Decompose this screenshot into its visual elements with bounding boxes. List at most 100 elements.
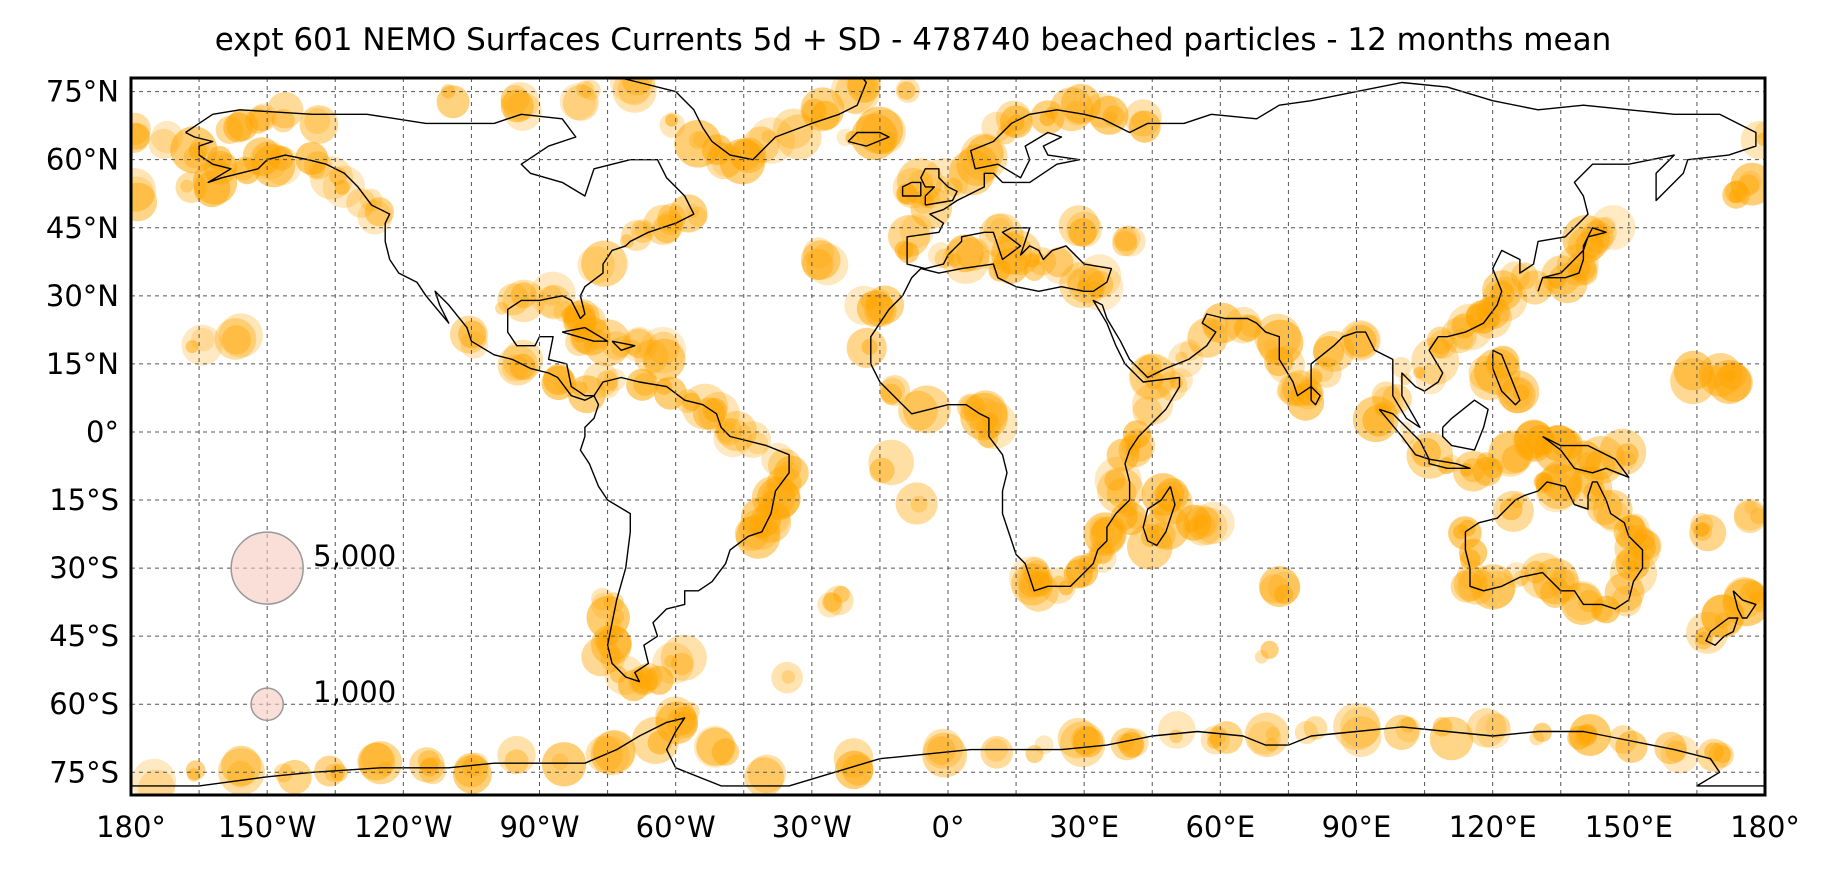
- beaching-marker: [865, 285, 905, 325]
- beaching-marker: [896, 183, 917, 204]
- beaching-marker: [761, 130, 775, 143]
- beaching-marker: [1201, 302, 1243, 344]
- beaching-marker: [358, 741, 403, 785]
- beaching-marker: [1572, 260, 1598, 286]
- beaching-marker: [643, 338, 686, 381]
- beaching-marker: [245, 108, 271, 134]
- beaching-marker: [1513, 570, 1530, 586]
- beaching-marker: [1580, 220, 1614, 254]
- beaching-marker: [1144, 370, 1164, 390]
- beaching-marker: [1104, 469, 1126, 491]
- beaching-marker: [1114, 225, 1141, 252]
- beaching-marker: [458, 320, 487, 349]
- beaching-marker: [1618, 513, 1650, 545]
- beaching-marker: [834, 750, 874, 790]
- beaching-marker: [510, 282, 537, 309]
- beaching-marker: [1247, 721, 1282, 755]
- coastline-cuba: [562, 326, 609, 342]
- beaching-marker: [1089, 95, 1129, 135]
- legend-circle: [250, 687, 285, 722]
- beaching-marker: [621, 326, 658, 363]
- lon-tick-label: 150°E: [1585, 810, 1673, 844]
- beaching-marker: [1520, 552, 1567, 600]
- beaching-marker: [822, 592, 842, 612]
- beaching-marker: [802, 248, 834, 281]
- beaching-marker: [460, 331, 488, 359]
- beaching-marker: [1413, 366, 1426, 379]
- beaching-marker: [1120, 728, 1149, 757]
- beaching-marker: [576, 80, 594, 99]
- beaching-marker: [912, 191, 935, 214]
- beaching-marker: [1749, 591, 1762, 604]
- beaching-marker: [501, 354, 529, 382]
- lon-tick-label: 30°E: [1049, 810, 1119, 844]
- beaching-marker: [188, 141, 208, 161]
- coastline-ireland: [901, 181, 922, 197]
- beaching-marker: [562, 84, 599, 121]
- beaching-marker: [1707, 360, 1752, 404]
- beaching-marker: [681, 702, 700, 721]
- coastline-new-zealand-south: [1705, 617, 1739, 646]
- beaching-marker: [215, 116, 244, 144]
- beaching-marker: [1513, 384, 1530, 401]
- beaching-marker: [1673, 350, 1714, 391]
- beaching-marker: [1068, 218, 1097, 247]
- beaching-marker: [131, 182, 158, 222]
- lat-tick-label: 15°S: [49, 483, 119, 517]
- beaching-marker: [1124, 99, 1162, 137]
- beaching-marker: [665, 113, 679, 127]
- beaching-marker: [1535, 277, 1555, 297]
- beaching-marker: [1533, 472, 1554, 492]
- beaching-marker: [1665, 740, 1688, 763]
- beaching-marker: [581, 240, 628, 287]
- beaching-marker: [1132, 383, 1174, 425]
- lat-tick-label: 30°N: [46, 279, 119, 313]
- beaching-marker: [1451, 328, 1473, 350]
- beaching-marker: [582, 362, 619, 398]
- beaching-marker: [894, 240, 914, 260]
- beaching-marker: [1168, 341, 1204, 378]
- lon-tick-label: 60°E: [1185, 810, 1255, 844]
- beaching-marker: [747, 754, 787, 793]
- beaching-marker: [1457, 567, 1496, 605]
- beaching-marker: [1063, 559, 1093, 589]
- coastline-africa-eurasia: [870, 81, 1757, 592]
- beaching-marker: [590, 731, 635, 776]
- beaching-marker: [1722, 578, 1765, 627]
- beaching-marker: [1511, 262, 1538, 290]
- beaching-marker: [634, 339, 669, 374]
- beaching-marker: [696, 727, 735, 766]
- beaching-marker: [1466, 303, 1492, 330]
- gridlines: [131, 78, 1765, 795]
- beaching-marker: [299, 105, 339, 144]
- beaching-marker: [357, 200, 392, 235]
- coastline-new-zealand-north: [1732, 590, 1757, 619]
- beaching-marker: [823, 585, 854, 616]
- beaching-marker: [966, 134, 1004, 172]
- beaching-marker: [612, 78, 657, 113]
- beaching-marker: [1175, 504, 1212, 541]
- beaching-marker: [1268, 571, 1301, 605]
- beaching-marker: [1043, 247, 1074, 278]
- beaching-marker: [1207, 734, 1222, 749]
- beaching-marker: [541, 742, 587, 787]
- beaching-marker: [1739, 581, 1765, 606]
- lon-tick-label: 120°E: [1449, 810, 1537, 844]
- beaching-marker: [1496, 370, 1540, 414]
- lon-tick-label: 120°W: [354, 810, 453, 844]
- beaching-marker: [1362, 404, 1395, 437]
- beaching-marker: [1613, 515, 1648, 549]
- lat-tick-label: 75°N: [46, 75, 119, 109]
- beaching-marker: [619, 234, 634, 249]
- beaching-marker: [1524, 560, 1548, 584]
- coastline-iceland: [847, 131, 890, 147]
- beaching-marker: [1485, 713, 1511, 739]
- beaching-marker: [551, 753, 569, 770]
- lat-tick-label: 15°N: [46, 347, 119, 381]
- beaching-marker: [181, 324, 223, 366]
- beaching-marker: [1259, 574, 1289, 604]
- beaching-marker: [495, 301, 509, 315]
- beaching-marker: [1567, 440, 1602, 475]
- beaching-marker: [1145, 510, 1167, 533]
